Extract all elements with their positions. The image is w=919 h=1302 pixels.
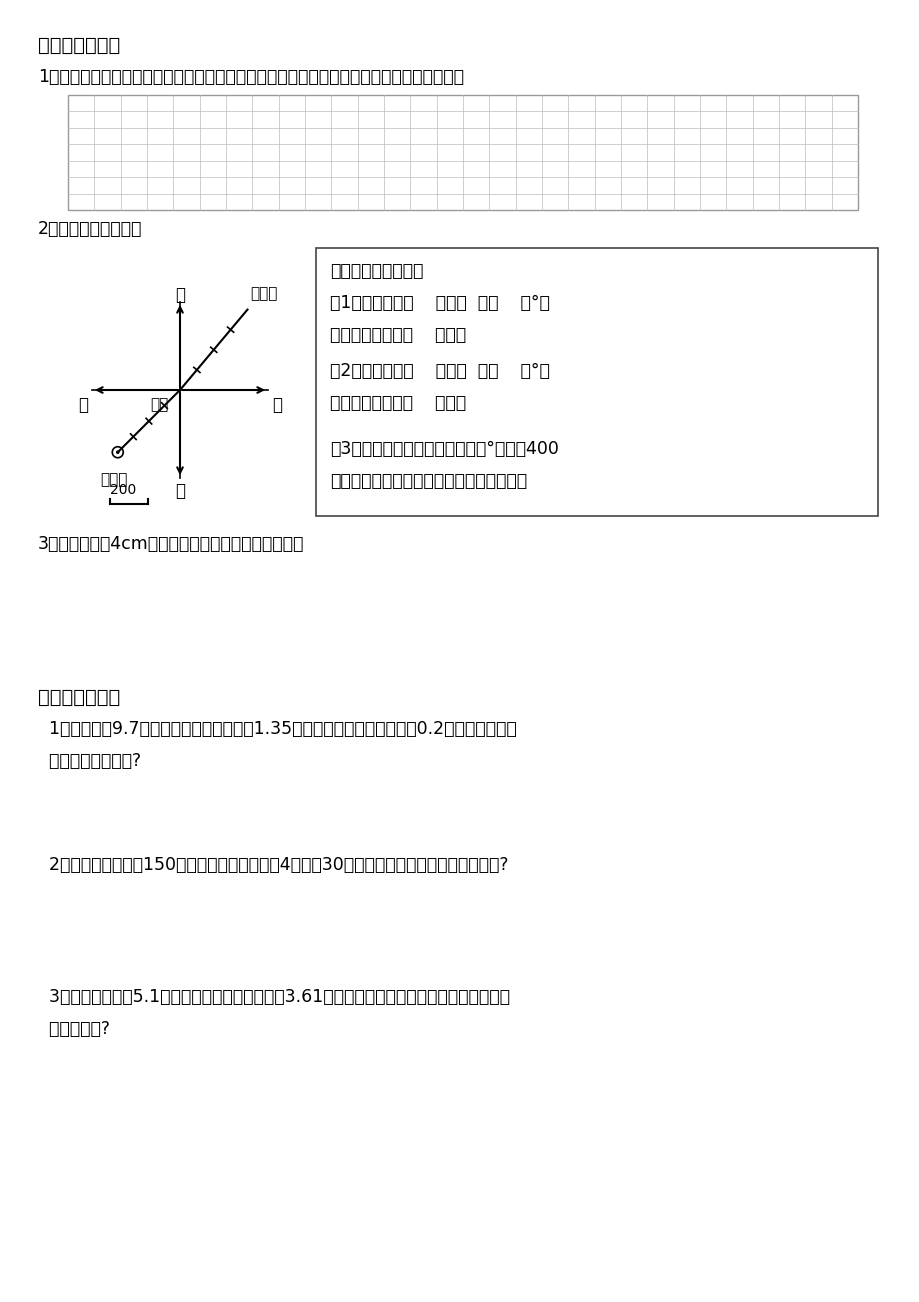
Text: 北: 北 [175, 286, 185, 303]
Text: 3、地球表面积是5.1亿平方千米，其中海洋面积3.61亿平方千米，海洋面积比陆地面积多多少: 3、地球表面积是5.1亿平方千米，其中海洋面积3.61亿平方千米，海洋面积比陆地… [38, 988, 509, 1006]
Text: 亿平方千米?: 亿平方千米? [38, 1019, 110, 1038]
Text: （3）博物馆在广场的东偏南３０°的方向400: （3）博物馆在广场的东偏南３０°的方向400 [330, 440, 558, 458]
Bar [68, 95, 857, 210]
Text: 以市政府为观测点，: 以市政府为观测点， [330, 262, 423, 280]
Text: 东: 东 [272, 396, 282, 414]
Text: 方向上，距离是（    ）米。: 方向上，距离是（ ）米。 [330, 395, 466, 411]
Text: 1、在格子里画一个锐角三角形、等腰直角三角形和钝角三角形，并分别画出它们的一条高。: 1、在格子里画一个锐角三角形、等腰直角三角形和钝角三角形，并分别画出它们的一条高… [38, 68, 463, 86]
Text: 广场: 广场 [150, 397, 168, 411]
Text: 2、填一填，画一画。: 2、填一填，画一画。 [38, 220, 142, 238]
Text: 3、画一个边长4cm的正三角形，并作出它的一条高。: 3、画一个边长4cm的正三角形，并作出它的一条高。 [38, 535, 304, 553]
Text: 科技馆: 科技馆 [99, 473, 127, 487]
Text: 米处。请你在平面图上标出博物馆的位置。: 米处。请你在平面图上标出博物馆的位置。 [330, 473, 527, 490]
Text: （2）影剧院在（    ）偏（  ）（    ）°的: （2）影剧院在（ ）偏（ ）（ ）°的 [330, 362, 550, 380]
Text: 四、解决问题。: 四、解决问题。 [38, 687, 120, 707]
Text: 200: 200 [109, 483, 136, 497]
Text: 西: 西 [78, 396, 88, 414]
Text: 三、动手操作。: 三、动手操作。 [38, 36, 120, 55]
Text: （1）科技馆在（    ）偏（  ）（    ）°的: （1）科技馆在（ ）偏（ ）（ ）°的 [330, 294, 550, 312]
Text: 南: 南 [175, 482, 185, 500]
Text: 1、修一条长9.7千米的公路。第一天修了1.35千米，第二天比第一天多修0.2千米。还剩下多: 1、修一条长9.7千米的公路。第一天修了1.35千米，第二天比第一天多修0.2千… [38, 720, 516, 738]
Text: 影剧院: 影剧院 [250, 286, 278, 302]
Text: 2、水果店购回苹果150千克，购回梨比苹果的4倍还多30千克，购回梨、苹果一共多少千克?: 2、水果店购回苹果150千克，购回梨比苹果的4倍还多30千克，购回梨、苹果一共多… [38, 855, 508, 874]
Text: 少千米的公路未修?: 少千米的公路未修? [38, 753, 141, 769]
Bar [315, 247, 877, 516]
Circle shape [116, 450, 119, 454]
Text: 方向上，距离是（    ）米。: 方向上，距离是（ ）米。 [330, 326, 466, 344]
